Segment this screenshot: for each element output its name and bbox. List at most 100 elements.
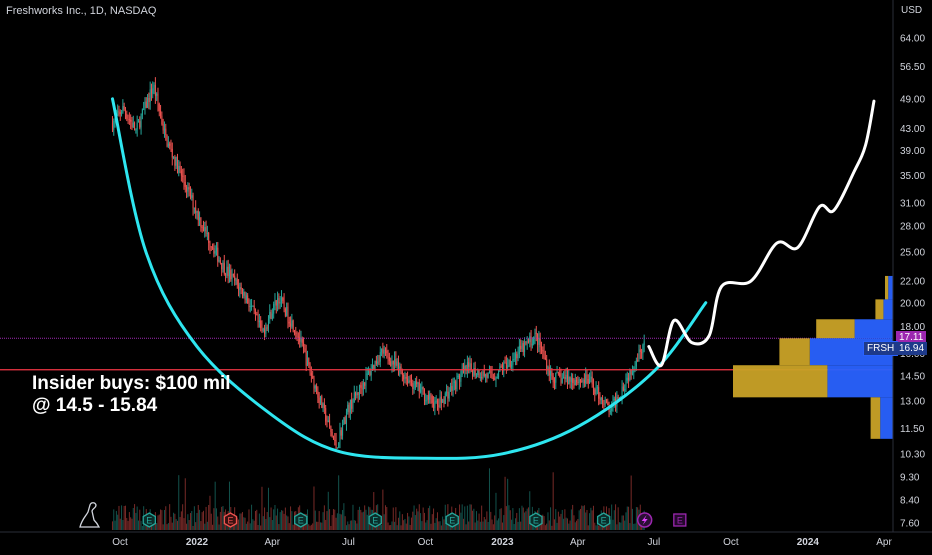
- volume-bar: [482, 521, 484, 530]
- candle-body: [205, 227, 207, 234]
- volume-bar: [241, 512, 243, 530]
- event-marker-upcoming: [673, 513, 687, 527]
- volume-bar: [429, 505, 431, 530]
- volume-bar: [577, 519, 579, 530]
- volume-bar: [621, 515, 623, 530]
- candle-body: [404, 376, 406, 380]
- candle-body: [553, 382, 555, 384]
- candle-body: [586, 374, 588, 379]
- candle-body: [248, 303, 250, 307]
- candle-body: [188, 187, 190, 190]
- volume-bar: [444, 504, 446, 530]
- candle-body: [183, 175, 185, 182]
- volume-bar: [452, 525, 454, 530]
- candle-body: [475, 375, 477, 377]
- volume-bar: [383, 514, 385, 530]
- volume-bar: [176, 520, 178, 530]
- volume-bar: [251, 504, 253, 530]
- volume-bar: [139, 509, 141, 530]
- volume-bar: [477, 520, 479, 530]
- candle-body: [425, 400, 427, 402]
- candle-body: [199, 217, 201, 221]
- volume-bar: [290, 506, 292, 530]
- x-axis[interactable]: Oct 2022 Apr Jul Oct 2023 Apr Jul Oct 2024 Apr: [0, 531, 932, 548]
- candle-body: [568, 376, 570, 385]
- volume-bar: [117, 514, 119, 530]
- candle-body: [334, 439, 336, 441]
- candle-body: [331, 431, 333, 437]
- candle-body: [617, 397, 619, 399]
- volume-bar: [620, 522, 622, 530]
- candle-body: [140, 115, 142, 128]
- volume-bar: [127, 520, 129, 530]
- volume-bar: [114, 520, 116, 530]
- volume-bar: [409, 524, 411, 530]
- volume-bar: [279, 512, 281, 530]
- volume-bar: [522, 507, 524, 530]
- x-tick-label: Jul: [342, 537, 355, 548]
- candle-body: [559, 373, 561, 377]
- candle-body: [357, 392, 359, 395]
- volume-bar: [472, 510, 474, 530]
- volume-bar: [570, 509, 572, 530]
- candle-body: [166, 134, 168, 147]
- profile-bar-down: [885, 275, 889, 300]
- volume-bar: [565, 517, 567, 530]
- volume-bar: [453, 523, 455, 530]
- candle-body: [405, 376, 407, 379]
- candle-body: [231, 273, 233, 280]
- candle-body: [395, 358, 397, 366]
- candle-body: [165, 128, 167, 135]
- candle-body: [228, 270, 230, 277]
- volume-bar: [496, 520, 498, 530]
- candle-body: [594, 389, 596, 395]
- volume-bar: [373, 492, 375, 530]
- candle-body: [439, 396, 441, 407]
- volume-bar: [508, 505, 510, 530]
- volume-bar: [635, 506, 637, 530]
- volume-bar: [391, 521, 393, 530]
- profile-bar-up: [888, 275, 893, 300]
- candle-body: [498, 371, 500, 378]
- volume-bar: [245, 523, 247, 530]
- volume-bar: [634, 523, 636, 530]
- candle-body: [407, 378, 409, 384]
- y-tick-label: 9.30: [900, 473, 920, 484]
- candle-body: [291, 320, 293, 327]
- resistance-price-label: 17.11: [896, 331, 927, 345]
- candle-body: [591, 376, 593, 385]
- candle-body: [525, 342, 527, 344]
- candle-body: [481, 377, 483, 379]
- volume-bar: [344, 516, 346, 530]
- volume-bar: [171, 522, 173, 530]
- y-axis[interactable]: 64.00 56.50 49.00 43.00 39.00 35.00 31.00 28.00…: [892, 0, 925, 532]
- volume-bar: [256, 509, 258, 530]
- volume-bar: [396, 525, 398, 530]
- candle-body: [598, 387, 600, 399]
- candle-body: [633, 368, 635, 373]
- volume-bar: [388, 525, 390, 530]
- candle-body: [300, 338, 302, 342]
- volume-bar: [240, 513, 242, 530]
- volume-bar: [553, 519, 555, 530]
- candle-body: [573, 382, 575, 386]
- volume-bar: [131, 518, 133, 530]
- volume-bar: [546, 523, 548, 530]
- event-marker-glyph: E: [677, 516, 683, 526]
- last-price-label: 16.94: [896, 341, 928, 355]
- candle-body: [119, 111, 121, 115]
- volume-bar: [423, 512, 425, 530]
- candle-body: [612, 400, 614, 405]
- x-tick-label: 2024: [797, 537, 820, 548]
- candle-body: [600, 397, 602, 401]
- event-marker-glyph: E: [601, 516, 607, 526]
- candle-body: [343, 417, 345, 425]
- candle-body: [542, 349, 544, 352]
- candle-body: [596, 387, 598, 389]
- candle-body: [581, 380, 583, 382]
- volume-bar: [399, 511, 401, 530]
- candle-body: [118, 110, 120, 112]
- symbol-title[interactable]: Freshworks Inc., 1D, NASDAQ: [6, 5, 157, 17]
- candle-body: [451, 386, 453, 391]
